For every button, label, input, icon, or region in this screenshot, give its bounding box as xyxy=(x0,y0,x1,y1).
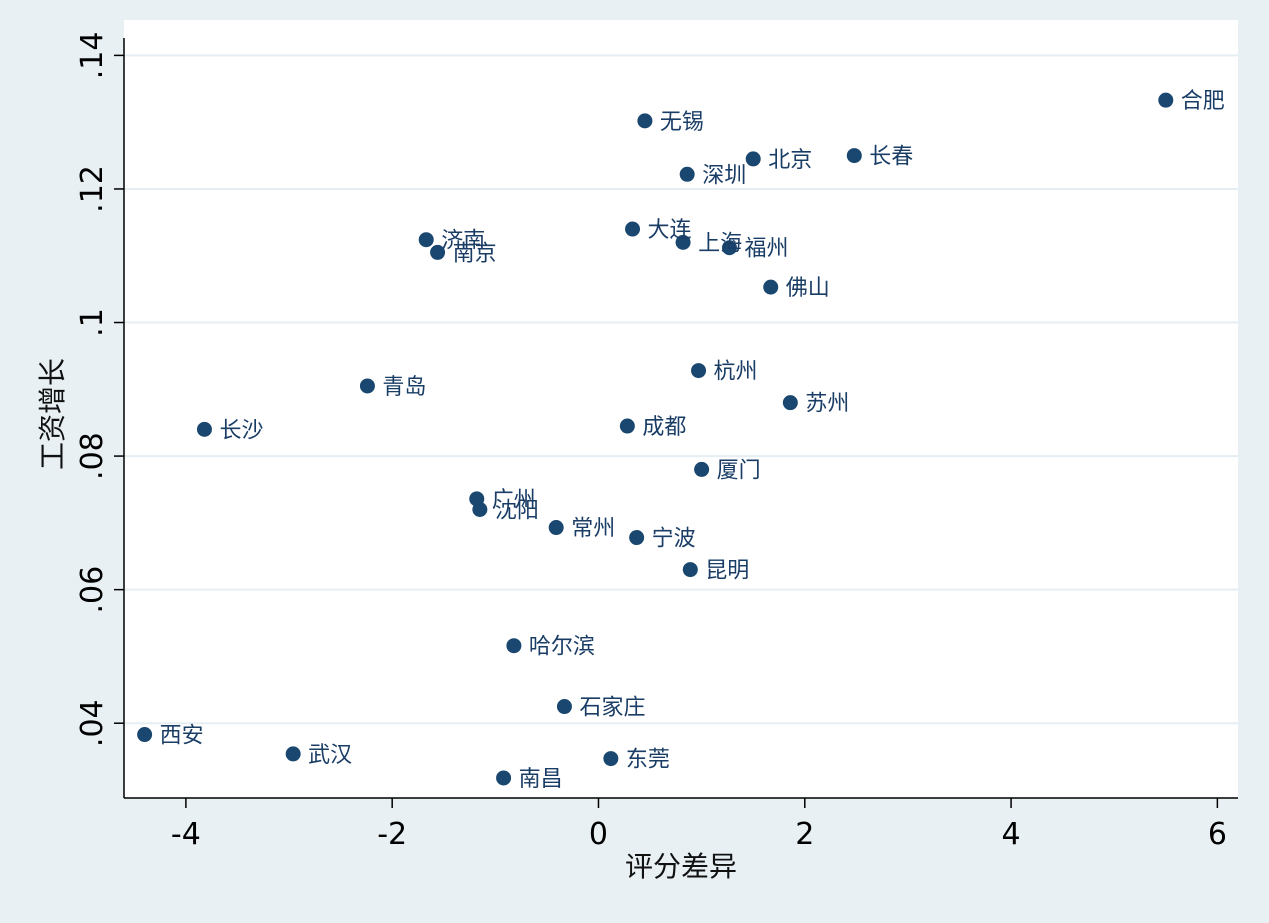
data-point xyxy=(629,530,645,546)
data-point xyxy=(625,221,641,237)
data-point-label: 成都 xyxy=(642,415,686,440)
data-point-label: 西安 xyxy=(160,724,204,749)
data-point xyxy=(196,421,212,437)
data-point-label: 昆明 xyxy=(705,559,749,584)
x-tick-label: -2 xyxy=(377,817,407,852)
y-axis-title: 工资增长 xyxy=(36,358,69,470)
data-point xyxy=(679,166,695,182)
data-point-label: 佛山 xyxy=(786,276,830,301)
data-point xyxy=(556,699,572,715)
data-point-label: 宁波 xyxy=(652,527,696,552)
data-point-label: 深圳 xyxy=(702,163,746,188)
data-point-label: 合肥 xyxy=(1181,89,1225,114)
plot-area xyxy=(124,20,1238,798)
data-point-label: 上海 xyxy=(698,231,742,256)
y-tick-label: .04 xyxy=(75,699,110,747)
data-point xyxy=(782,395,798,411)
data-point xyxy=(418,232,434,248)
data-point-label: 长沙 xyxy=(219,418,263,443)
data-point xyxy=(472,502,488,518)
y-tick-label: .06 xyxy=(75,566,110,614)
data-points xyxy=(137,92,1174,786)
data-point-label: 青岛 xyxy=(382,375,426,400)
data-point xyxy=(430,244,446,260)
data-point xyxy=(763,279,779,295)
y-tick-label: .08 xyxy=(75,432,110,480)
data-point-label: 无锡 xyxy=(660,110,704,135)
data-point-label: 北京 xyxy=(768,148,812,173)
data-point xyxy=(548,520,564,536)
data-point-label: 广州 xyxy=(492,488,536,513)
gridlines xyxy=(124,54,1238,725)
data-point xyxy=(603,751,619,767)
data-point-label: 哈尔滨 xyxy=(529,635,595,660)
data-point xyxy=(359,378,375,394)
data-point-label: 福州 xyxy=(744,237,788,262)
data-point-label: 南昌 xyxy=(519,767,563,792)
data-point-label: 大连 xyxy=(648,218,692,243)
data-point xyxy=(137,727,153,743)
data-point-label: 石家庄 xyxy=(579,696,645,721)
y-tick-label: .1 xyxy=(75,308,110,337)
data-point-label: 常州 xyxy=(571,517,615,542)
x-tick-label: 6 xyxy=(1208,817,1227,852)
data-point-label: 南京 xyxy=(453,241,497,266)
data-point xyxy=(846,148,862,164)
x-axis-title: 评分差异 xyxy=(625,850,737,883)
data-point xyxy=(745,151,761,167)
data-point xyxy=(506,638,522,654)
y-tick-label: .12 xyxy=(75,165,110,213)
tick-marks: .04 .06 .08 .1 .12 .14 -4 -2 0 2 4 6 xyxy=(75,32,1227,852)
x-tick-label: 4 xyxy=(1002,817,1021,852)
data-point xyxy=(619,418,635,434)
data-point xyxy=(285,746,301,762)
y-tick-label: .14 xyxy=(75,32,110,80)
data-point-label: 东莞 xyxy=(626,748,670,773)
axes xyxy=(123,38,1238,799)
data-point-label: 济南 xyxy=(441,229,485,254)
data-point-label: 厦门 xyxy=(717,458,761,483)
data-point-label: 苏州 xyxy=(805,392,849,417)
data-point xyxy=(691,363,707,379)
data-point xyxy=(682,562,698,578)
x-tick-label: 2 xyxy=(795,817,814,852)
data-point xyxy=(637,113,653,129)
data-point xyxy=(721,240,737,256)
data-point xyxy=(694,461,710,477)
data-point xyxy=(1158,92,1174,108)
data-point xyxy=(496,770,512,786)
data-point-label: 武汉 xyxy=(308,743,352,768)
data-point xyxy=(675,234,691,250)
x-tick-label: 0 xyxy=(589,817,608,852)
data-point-label: 杭州 xyxy=(714,360,758,385)
data-point-label: 长春 xyxy=(869,145,913,170)
x-tick-label: -4 xyxy=(171,817,201,852)
data-point-label: 沈阳 xyxy=(495,499,539,524)
